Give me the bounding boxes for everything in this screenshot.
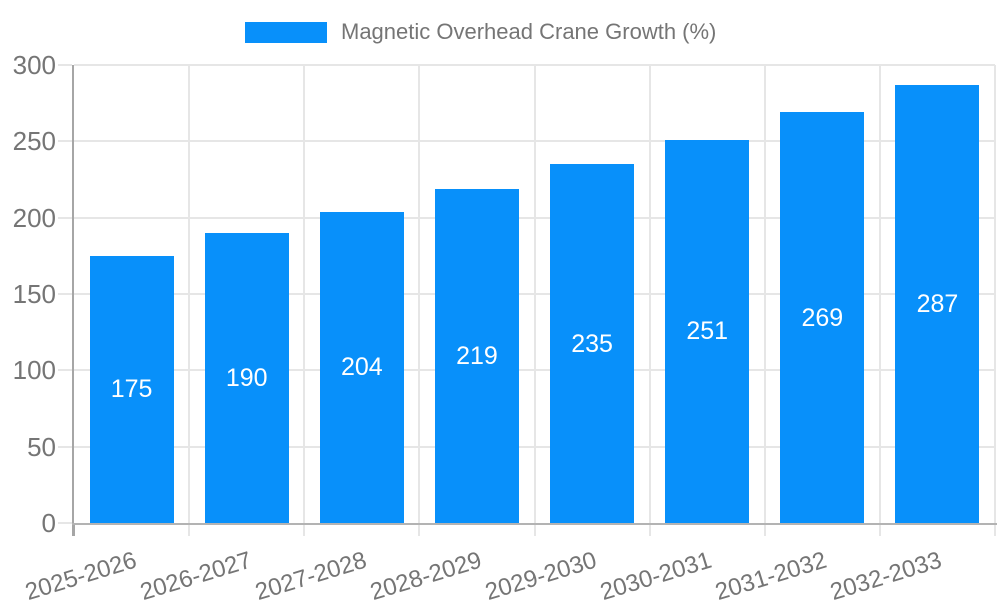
gridline-vertical — [763, 65, 766, 523]
bar — [780, 112, 865, 523]
bar-value-label: 269 — [801, 303, 844, 332]
y-tick-label: 100 — [12, 355, 56, 386]
gridline-vertical — [188, 65, 191, 523]
y-axis-spine — [72, 65, 74, 536]
x-tick-label: 2026-2027 — [136, 546, 255, 600]
x-tick-mark — [303, 523, 306, 536]
legend-label: Magnetic Overhead Crane Growth (%) — [341, 19, 717, 44]
y-tick-mark — [58, 522, 72, 524]
bar — [89, 255, 174, 523]
bar — [204, 232, 289, 523]
y-tick-label: 0 — [41, 508, 56, 538]
y-tick-mark — [58, 369, 72, 372]
x-tick-label: 2031-2032 — [712, 546, 831, 600]
x-tick-label: 2029-2030 — [482, 546, 600, 600]
bar — [434, 188, 519, 523]
x-tick-mark — [73, 523, 75, 536]
x-tick-mark — [533, 523, 536, 536]
gridline-vertical — [648, 65, 651, 523]
x-tick-mark — [188, 523, 191, 536]
y-tick-label: 300 — [12, 50, 56, 80]
y-tick-label: 250 — [12, 126, 56, 157]
y-tick-mark — [58, 140, 72, 143]
gridline-vertical — [303, 65, 306, 523]
y-tick-label: 50 — [27, 431, 56, 462]
bar-value-label: 287 — [916, 289, 959, 318]
y-tick-mark — [58, 445, 72, 448]
bar-value-label: 204 — [340, 353, 383, 382]
bar — [895, 84, 980, 523]
legend: Magnetic Overhead Crane Growth (%) — [245, 21, 716, 43]
bar-value-label: 219 — [456, 341, 498, 370]
x-tick-mark — [648, 523, 651, 536]
bar-value-label: 235 — [571, 329, 613, 358]
gridline-vertical — [418, 65, 421, 523]
x-tick-mark — [418, 523, 421, 536]
x-tick-mark — [763, 523, 766, 536]
x-tick-label: 2028-2029 — [367, 546, 485, 600]
y-tick-label: 200 — [12, 202, 56, 233]
gridline-vertical — [533, 65, 536, 523]
bar — [665, 139, 750, 523]
bar — [319, 211, 404, 523]
x-tick-label: 2027-2028 — [251, 546, 370, 600]
legend-swatch — [245, 21, 327, 43]
y-tick-mark — [58, 293, 72, 295]
bar-value-label: 175 — [110, 375, 153, 404]
x-tick-label: 2025-2026 — [21, 546, 140, 600]
bar — [550, 164, 635, 523]
y-tick-mark — [58, 216, 72, 219]
bar-value-label: 251 — [686, 317, 729, 346]
bar-value-label: 190 — [225, 363, 268, 392]
x-tick-label: 2032-2033 — [827, 546, 946, 600]
x-axis-line — [72, 523, 997, 525]
gridline-vertical — [994, 65, 996, 523]
y-tick-label: 150 — [12, 279, 56, 309]
x-tick-mark — [878, 523, 881, 536]
x-tick-label: 2030-2031 — [597, 546, 715, 600]
x-tick-mark — [994, 523, 996, 536]
gridline-vertical — [878, 65, 881, 523]
y-tick-mark — [58, 64, 72, 66]
